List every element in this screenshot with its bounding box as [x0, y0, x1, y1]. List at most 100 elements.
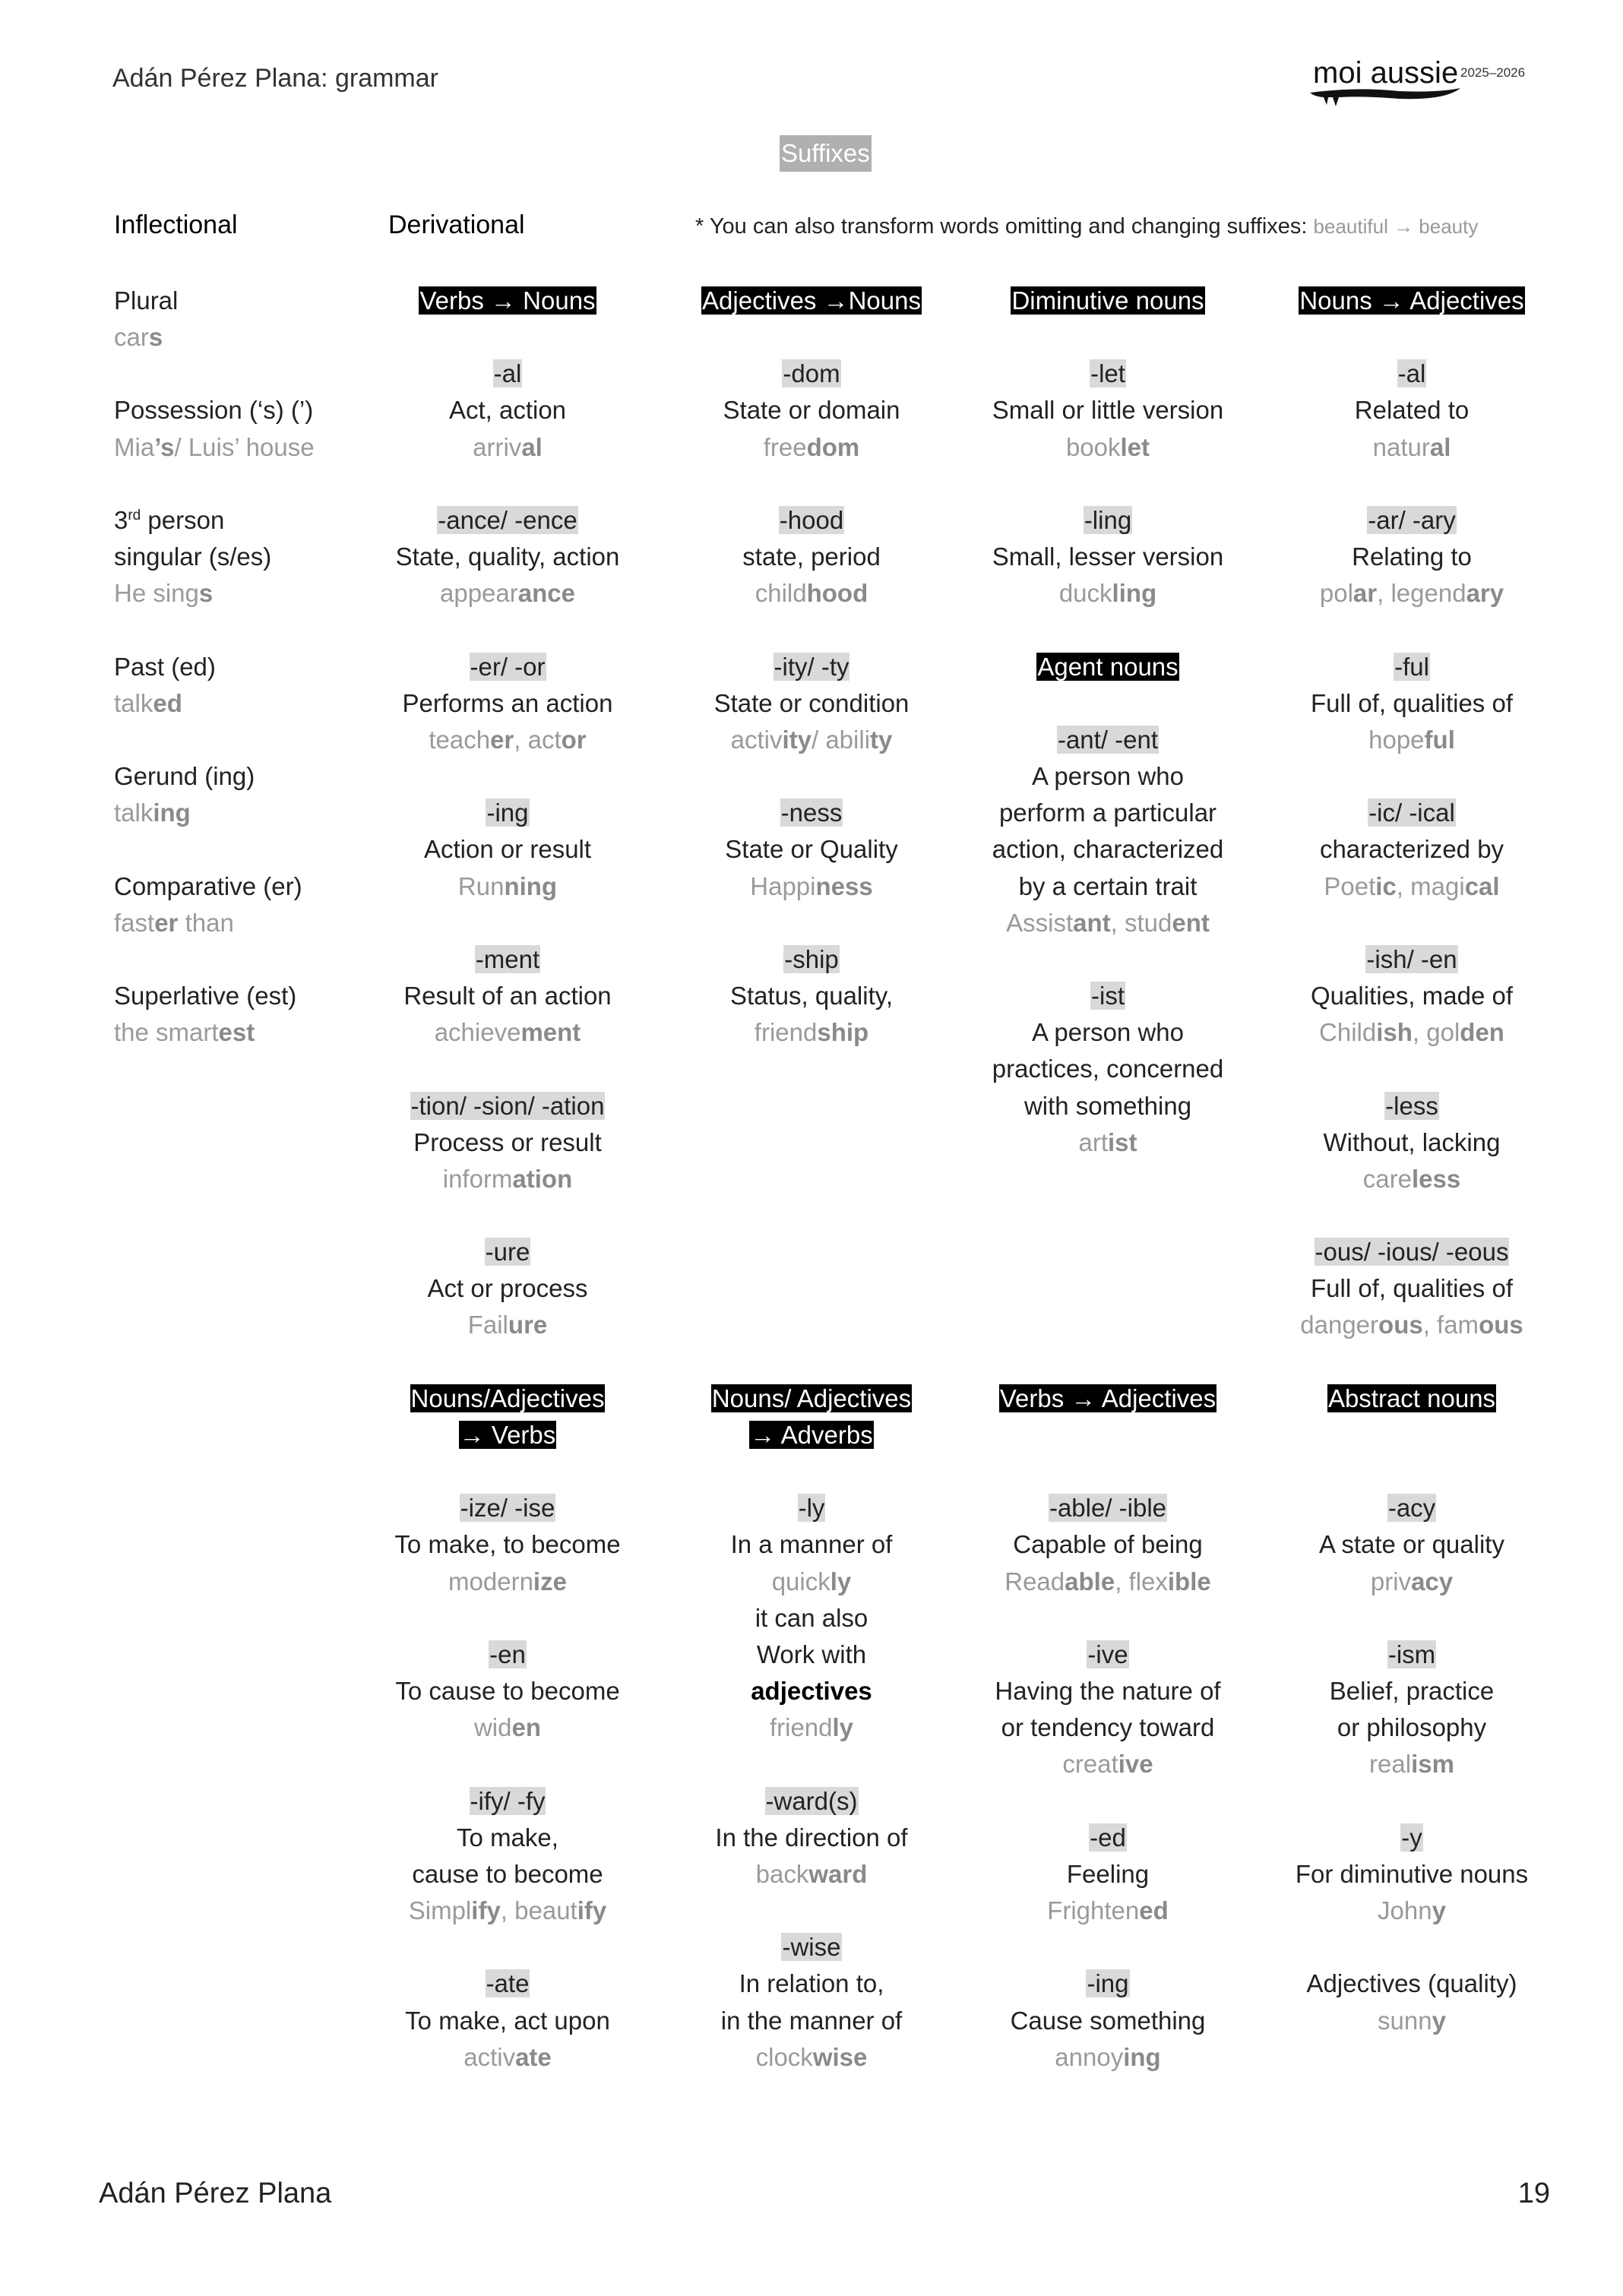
table-line: Nouns/Adjectives [356, 1380, 660, 1417]
table-line: childhood [660, 575, 963, 612]
table-line: polar, legendary [1260, 575, 1564, 612]
suffix-note-emphasis: adjectives [751, 1677, 872, 1706]
table-line: realism [1260, 1746, 1564, 1782]
table-line: In a manner of [660, 1526, 963, 1563]
suffix-badge: -ish/ -en [1365, 944, 1458, 973]
stem-part: creat [1062, 1750, 1118, 1779]
stem-part: book [1065, 432, 1121, 461]
table-line: Abstract nouns [1260, 1380, 1564, 1417]
example-word: duckling [1059, 579, 1156, 607]
stem-part: Simpl [408, 1896, 472, 1925]
suffix-badge: -ward(s) [764, 1786, 859, 1815]
example-word: hopeful [1368, 726, 1455, 754]
table-line: -ure [356, 1234, 660, 1270]
suffix-meaning: Act or process [427, 1274, 588, 1303]
stem-part: pol [1319, 579, 1353, 608]
example-word: information [443, 1165, 573, 1193]
suffix-part: ish [1376, 1018, 1413, 1047]
suffix-meaning: State, quality, action [395, 542, 620, 571]
table-line: -ize/ -ise [356, 1490, 660, 1526]
example-word: creative [1062, 1750, 1153, 1778]
suffix-part: ize [533, 1567, 567, 1595]
table-line: -ship [660, 941, 963, 978]
example-word: quickly [772, 1567, 852, 1595]
table-line: Belief, practice [1260, 1673, 1564, 1709]
suffix-part: ism [1411, 1750, 1454, 1779]
example-word: artist [1078, 1128, 1137, 1156]
table-line: → Adverbs [660, 1417, 963, 1453]
table-line: duckling [956, 575, 1260, 612]
suffix-badge: -ness [780, 799, 843, 827]
suffix-badge: -al [492, 359, 523, 388]
suffix-part: ty [870, 725, 893, 754]
suffix-meaning: cause to become [412, 1859, 603, 1888]
suffix-part: ing [153, 799, 191, 827]
table-line: the smartest [114, 1014, 418, 1051]
suffix-part: hood [806, 579, 868, 608]
stem-part: achieve [434, 1018, 521, 1047]
example-word: Frightened [1047, 1896, 1169, 1924]
suffix-part: acy [1411, 1567, 1454, 1595]
suffix-part: ed [1139, 1896, 1169, 1925]
suffix-part: ling [1112, 579, 1157, 608]
example-word: booklet [1066, 433, 1150, 461]
suffix-meaning: A person who [1032, 1018, 1184, 1047]
stem-part: , gol [1412, 1018, 1460, 1047]
suffix-badge: -ling [1083, 505, 1133, 534]
table-line: Failure [356, 1307, 660, 1343]
suffix-meaning: Relating to [1352, 542, 1472, 571]
suffix-meaning: Qualities, made of [1311, 982, 1513, 1010]
section-inflectional: Inflectional [114, 210, 238, 239]
table-line: Childish, golden [1260, 1014, 1564, 1051]
table-line: talking [114, 795, 418, 831]
table-line: modernize [356, 1564, 660, 1600]
table-line: activity/ ability [660, 722, 963, 758]
suffix-meaning: characterized by [1319, 835, 1504, 864]
table-line: friendship [660, 1014, 963, 1051]
table-line: Qualities, made of [1260, 978, 1564, 1014]
stem-part: talk [114, 688, 153, 717]
suffix-part: ent [1172, 908, 1210, 937]
inflection-label: Superlative (est) [114, 982, 297, 1010]
suffix-part: wise [812, 2042, 868, 2071]
stem-part: teach [429, 725, 491, 754]
suffix-meaning: In the direction of [715, 1823, 908, 1852]
stem-part: , act [514, 725, 562, 754]
note-example: beautiful → beauty [1313, 215, 1479, 238]
table-line: -ing [956, 1966, 1260, 2002]
stem-part: , stud [1110, 908, 1172, 937]
suffix-badge: -able/ -ible [1048, 1494, 1168, 1523]
category-header: Adjectives →Nouns [701, 286, 922, 315]
table-line: In relation to, [660, 1966, 963, 2002]
table-line: Work with [660, 1637, 963, 1673]
table-line: For diminutive nouns [1260, 1856, 1564, 1893]
example-word: talking [114, 799, 191, 827]
table-line: State or condition [660, 685, 963, 722]
suffix-part: ate [515, 2042, 552, 2071]
suffix-part: den [1460, 1018, 1504, 1047]
example-word: Happiness [750, 872, 872, 900]
suffix-meaning: Capable of being [1013, 1530, 1203, 1559]
example-word: privacy [1371, 1567, 1453, 1595]
table-line: Happiness [660, 868, 963, 905]
category-header: Abstract nouns [1327, 1384, 1497, 1412]
table-line: -ment [356, 941, 660, 978]
table-line: artist [956, 1124, 1260, 1161]
suffix-badge: -let [1090, 359, 1126, 388]
stem-part: Frighten [1047, 1896, 1140, 1925]
label-text: person [141, 505, 225, 534]
suffix-part: ary [1466, 579, 1504, 608]
inflection-label: Past (ed) [114, 652, 216, 681]
suffix-badge: -ist [1090, 982, 1125, 1010]
stem-part: modern [448, 1567, 533, 1595]
table-line: -er/ -or [356, 649, 660, 685]
table-line: To make, act upon [356, 2003, 660, 2039]
table-line: -ly [660, 1490, 963, 1526]
table-line: -ist [956, 978, 1260, 1014]
example-word: Childish, golden [1319, 1018, 1504, 1046]
table-line: Process or result [356, 1124, 660, 1161]
suffix-meaning: Feeling [1066, 1859, 1150, 1888]
table-line: backward [660, 1856, 963, 1893]
suffix-meaning: Full of, qualities of [1311, 688, 1513, 717]
example-word: talked [114, 689, 182, 717]
